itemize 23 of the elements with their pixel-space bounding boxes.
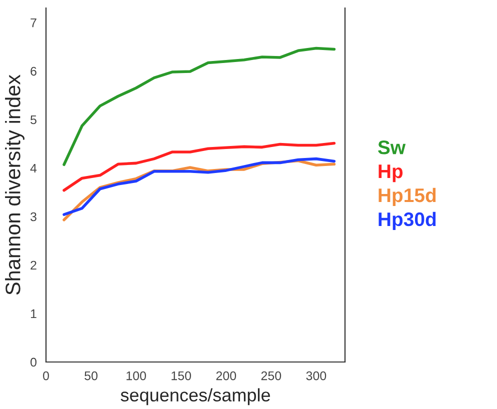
x-tick-label: 150 <box>172 371 192 380</box>
x-tick-label: 250 <box>261 371 282 380</box>
text: Hp15d <box>378 188 436 206</box>
y-tick-label: 7 <box>30 18 36 28</box>
x-axis-title: sequences/sample <box>120 388 270 406</box>
y-tick-label: 3 <box>30 212 36 222</box>
x-tick-label: 300 <box>306 371 326 380</box>
y-axis-title: Shannon diversity index <box>5 74 24 295</box>
text: Sw <box>378 140 406 154</box>
line-series <box>62 142 336 192</box>
text: Hp <box>378 164 403 182</box>
y-tick-label: 2 <box>30 260 36 270</box>
y-tick-label: 0 <box>30 358 36 367</box>
y-tick-label: 5 <box>30 115 36 124</box>
y-tick-label: 4 <box>30 164 37 173</box>
line-series <box>62 46 336 166</box>
x-tick-label: 200 <box>216 371 236 380</box>
x-tick-label: 50 <box>84 371 98 380</box>
x-tick-label: 100 <box>126 371 146 380</box>
text: Hp30d <box>378 212 436 230</box>
y-tick-label: 6 <box>30 66 36 76</box>
y-tick-label: 1 <box>30 309 36 318</box>
x-tick-label: 0 <box>43 371 49 380</box>
